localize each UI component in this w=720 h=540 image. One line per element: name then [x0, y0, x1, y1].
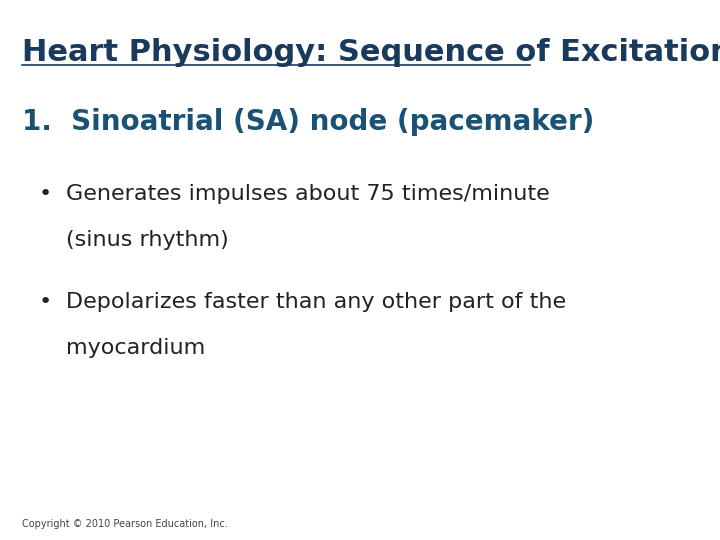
- Text: •: •: [38, 184, 51, 204]
- Text: •: •: [38, 292, 51, 312]
- Text: Heart Physiology: Sequence of Excitation: Heart Physiology: Sequence of Excitation: [22, 38, 720, 67]
- Text: (sinus rhythm): (sinus rhythm): [66, 230, 228, 249]
- Text: myocardium: myocardium: [66, 338, 204, 357]
- Text: 1.  Sinoatrial (SA) node (pacemaker): 1. Sinoatrial (SA) node (pacemaker): [22, 108, 594, 136]
- Text: Copyright © 2010 Pearson Education, Inc.: Copyright © 2010 Pearson Education, Inc.: [22, 519, 228, 529]
- Text: Generates impulses about 75 times/minute: Generates impulses about 75 times/minute: [66, 184, 549, 204]
- Text: Depolarizes faster than any other part of the: Depolarizes faster than any other part o…: [66, 292, 566, 312]
